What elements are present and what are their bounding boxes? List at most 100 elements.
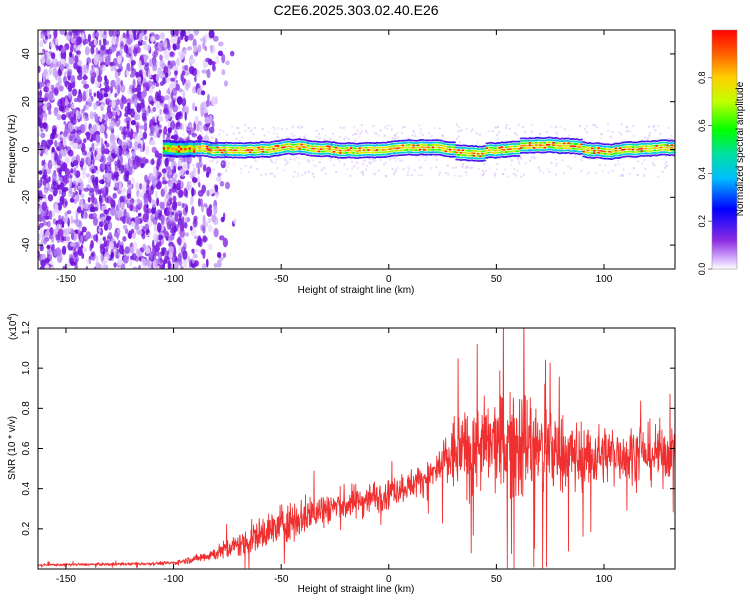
spectrogram-scatter-cell	[318, 161, 321, 164]
spectrogram-scatter-cell	[295, 156, 298, 159]
spectrogram-signal-cell	[666, 149, 669, 151]
spectrogram-noise-cell	[52, 180, 57, 186]
spectrogram-signal-cell	[218, 151, 222, 154]
spectrogram-noise-cell	[61, 46, 67, 53]
spectrogram-noise-cell	[107, 111, 113, 120]
spectrogram-signal-cell	[492, 156, 495, 159]
spectrogram-signal-cell	[210, 149, 213, 151]
spectrogram-signal-cell	[300, 153, 303, 155]
spectrogram-scatter-cell	[394, 159, 397, 162]
spectrogram-signal-cell	[352, 149, 355, 152]
spectrogram-scatter-cell	[249, 130, 252, 133]
spectrogram-scatter-cell	[641, 139, 644, 142]
spectrogram-scatter-cell	[303, 136, 306, 138]
spectrogram-signal-cell	[229, 142, 232, 144]
spectrogram-noise-cell	[76, 207, 82, 214]
spectrogram-signal-cell	[599, 145, 603, 147]
spectrogram-noise-cell	[144, 145, 150, 155]
spectrogram-signal-cell	[608, 158, 611, 160]
spectrogram-scatter-cell	[628, 172, 631, 175]
spectrogram-signal-cell	[205, 143, 209, 145]
spectrogram-noise-cell	[154, 150, 160, 158]
spectrogram-signal-cell	[582, 153, 585, 155]
spectrogram-scatter-cell	[244, 123, 247, 126]
spectrogram-noise-cell	[208, 30, 215, 39]
spectrogram-signal-cell	[425, 149, 428, 151]
spectrogram-signal-cell	[384, 156, 387, 158]
spectrogram-signal-cell	[395, 152, 398, 155]
spectrogram-signal-cell	[560, 147, 564, 149]
spectrogram-signal-cell	[580, 153, 583, 155]
spectrogram-noise-cell	[123, 255, 129, 264]
spectrogram-signal-cell	[360, 152, 364, 154]
spectrogram-signal-cell	[182, 152, 185, 156]
spectrogram-noise-cell	[172, 218, 176, 224]
spectrogram-noise-cell	[87, 197, 91, 203]
spectrogram-signal-cell	[610, 151, 613, 153]
spectrogram-scatter-cell	[207, 147, 210, 149]
spectrogram-signal-cell	[367, 144, 370, 147]
spectrogram-noise-cell	[99, 179, 105, 184]
spectrogram-scatter-cell	[297, 172, 300, 175]
spectrogram-noise-cell	[170, 36, 175, 44]
spectrogram-signal-cell	[563, 149, 566, 152]
spectrogram-signal-cell	[356, 145, 359, 148]
spectrogram-signal-cell	[212, 144, 215, 147]
spectrogram-signal-cell	[468, 157, 471, 159]
snr-ytick-label: 0.8	[21, 401, 32, 415]
spectrogram-signal-cell	[517, 152, 521, 155]
spectrogram-signal-cell	[451, 155, 454, 158]
spectrogram-scatter-cell	[594, 125, 597, 128]
spectrogram-noise-cell	[172, 200, 178, 211]
spectrogram-signal-cell	[339, 152, 342, 154]
spectrogram-noise-cell	[109, 197, 114, 206]
spectrogram-scatter-cell	[279, 138, 282, 141]
spectrogram-signal-cell	[356, 157, 359, 159]
spectrogram-noise-cell	[40, 132, 46, 139]
spectrogram-signal-cell	[378, 156, 381, 159]
spectrogram-scatter-cell	[345, 136, 348, 139]
spectrogram-signal-cell	[390, 145, 394, 148]
spectrogram-signal-cell	[584, 151, 587, 154]
spectrogram-signal-cell	[459, 152, 463, 154]
spectrogram-signal-cell	[326, 152, 329, 155]
spectrogram-signal-cell	[197, 145, 200, 148]
spectrogram-signal-cell	[522, 144, 525, 147]
spectrogram-scatter-cell	[516, 157, 519, 160]
spectrogram-scatter-cell	[392, 157, 395, 159]
spectrogram-signal-cell	[192, 155, 196, 158]
spectrogram-noise-cell	[63, 178, 70, 184]
spectrogram-signal-cell	[363, 147, 366, 149]
spectrogram-signal-cell	[507, 150, 510, 153]
spectrogram-scatter-cell	[670, 134, 673, 137]
spectrogram-signal-cell	[543, 146, 547, 149]
spectrogram-signal-cell	[188, 144, 191, 148]
spectrogram-signal-cell	[337, 154, 340, 157]
spectrogram-signal-cell	[427, 151, 430, 153]
spectrogram-signal-cell	[401, 154, 405, 156]
spectrogram-noise-cell	[219, 181, 225, 187]
spectrogram-noise-cell	[110, 79, 116, 88]
spectrogram-scatter-cell	[355, 132, 358, 135]
spectrogram-noise-cell	[51, 161, 56, 166]
spectrogram-noise-cell	[174, 134, 179, 140]
spectrogram-signal-cell	[429, 149, 433, 151]
spectrogram-signal-cell	[466, 145, 469, 147]
spectrogram-signal-cell	[509, 155, 512, 158]
spectrogram-signal-cell	[548, 143, 551, 146]
spectrogram-noise-cell	[53, 127, 57, 135]
spectrogram-signal-cell	[459, 156, 463, 159]
spectrogram-signal-cell	[625, 143, 628, 146]
spectrogram-noise-cell	[126, 38, 133, 45]
spectrogram-signal-cell	[548, 150, 551, 153]
spectrogram-xlabel: Height of straight line (km)	[298, 285, 415, 296]
spectrogram-signal-cell	[427, 141, 430, 144]
spectrogram-signal-cell	[285, 148, 288, 150]
spectrogram-signal-cell	[664, 151, 667, 153]
spectrogram-signal-cell	[279, 142, 282, 144]
spectrogram-signal-cell	[662, 139, 665, 141]
spectrogram-signal-cell	[619, 156, 622, 159]
spectrogram-noise-cell	[38, 170, 43, 175]
spectrogram-noise-cell	[109, 134, 116, 144]
spectrogram-noise-cell	[160, 214, 165, 224]
